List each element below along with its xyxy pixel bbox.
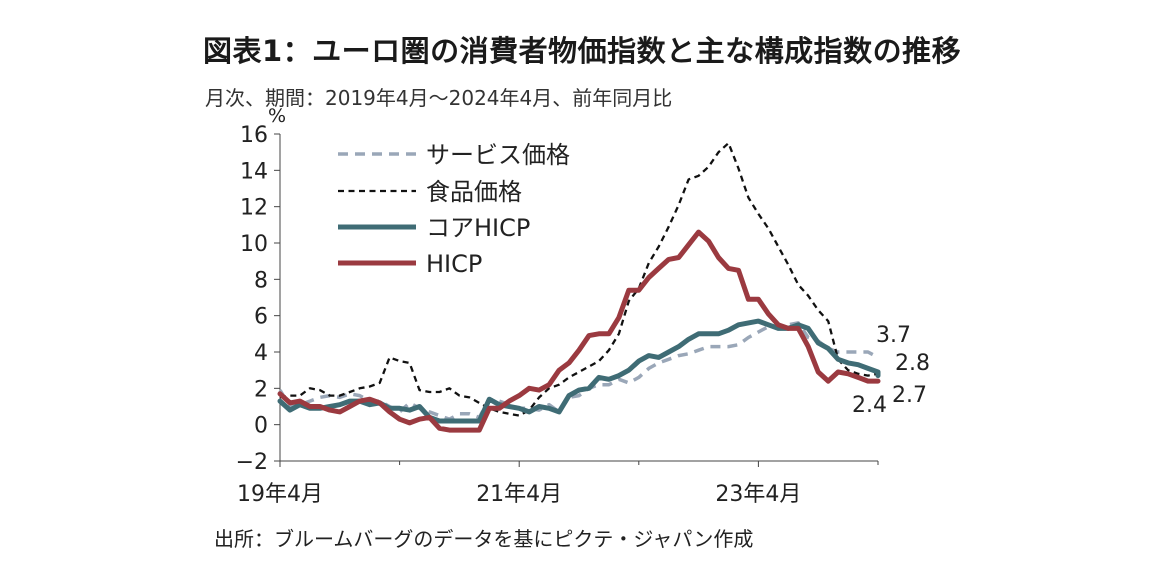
y-tick-label: 0 [254,414,268,439]
end-labels: 3.7 2.8 2.72.4 [852,323,930,418]
y-tick-label: 16 [240,123,268,148]
x-tick-label: 21年4月 [476,482,562,507]
series-line-hicp [277,229,881,433]
series-line-food [279,141,879,417]
chart-subtitle: 月次、期間：2019年4月～2024年4月、前年同月比 [205,86,673,110]
y-axis-label: % [268,105,286,127]
chart-source-note: 出所：ブルームバーグのデータを基にピクテ・ジャパン作成 [214,527,754,551]
chart-axes: 16 14 12 10 8 6 4 2 0 −2% 19年4月 21年4月 23年4月 [236,105,879,507]
end-value-label: 2.8 [895,351,930,376]
y-tick-label: 10 [240,232,268,257]
end-value-label: 3.7 [876,323,911,348]
legend-label-core-hicp: コアHICP [426,214,530,242]
y-tick-label: 6 [254,305,268,330]
legend-label-services: サービス価格 [426,141,570,169]
y-tick-label: 4 [254,341,268,366]
y-tick-label: 8 [254,268,268,293]
legend-label-hicp: HICP [426,250,482,278]
y-tick-label: −2 [236,450,268,475]
end-value-label: 2.4 [852,393,887,418]
x-tick-label: 23年4月 [715,482,801,507]
end-value-label: 2.7 [892,383,927,408]
chart-title: 図表1：ユーロ圏の消費者物価指数と主な構成指数の推移 [203,34,962,68]
series-layer [277,141,881,433]
series-line-core-hicp [277,318,881,424]
y-tick-label: 2 [254,377,268,402]
y-tick-label: 12 [240,196,268,221]
legend-label-food: 食品価格 [426,178,522,206]
x-tick-label: 19年4月 [237,482,323,507]
y-tick-label: 14 [240,159,268,184]
